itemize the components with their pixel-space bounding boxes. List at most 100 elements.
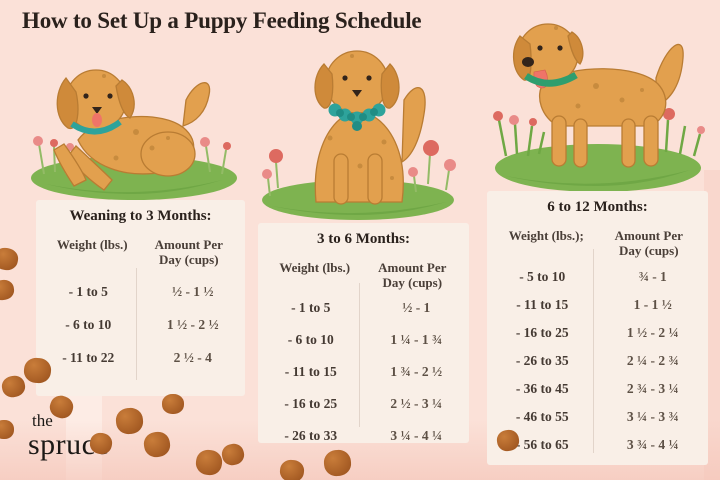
kibble-icon [114, 406, 145, 436]
amount-cell: 2 ¼ - 2 ¾ [626, 352, 679, 368]
amount-column-header: Amount Per Day (cups) [598, 228, 701, 259]
page-title: How to Set Up a Puppy Feeding Schedule [22, 8, 422, 33]
weight-cell: - 6 to 10 [287, 331, 334, 347]
amount-column-header: Amount Per Day (cups) [364, 260, 462, 291]
table-header: 6 to 12 Months: [547, 199, 648, 215]
weight-cell: - 1 to 5 [291, 299, 331, 315]
amount-header-line2: Day (cups) [618, 243, 679, 259]
weight-cell: - 11 to 22 [62, 349, 115, 365]
puppy-weaning-illustration [31, 69, 237, 200]
collar-icon [524, 71, 578, 87]
grass-icon [495, 144, 701, 192]
weight-cell: - 1 to 5 [68, 283, 108, 299]
column-headers: Weight (lbs.) Amount Per Day (cups) [258, 260, 469, 291]
table-row: - 26 to 33 3 ¼ - 4 ¼ [258, 426, 469, 446]
amount-cell: ¾ - 1 [638, 268, 667, 284]
puppy-face-icon [83, 93, 113, 127]
amount-cell: 1 ½ - 2 ½ [166, 316, 219, 332]
dog-standing-icon [513, 23, 684, 168]
kibble-icon [322, 448, 353, 478]
table-row: - 56 to 65 3 ¾ - 4 ¼ [487, 435, 708, 455]
column-headers: Weight (lbs.); Amount Per Day (cups) [487, 228, 708, 259]
feeding-table-3-to-6-months: 3 to 6 Months: Weight (lbs.) Amount Per … [258, 223, 469, 443]
amount-cell: 2 ½ - 3 ¼ [390, 395, 443, 411]
kibble-icon [0, 278, 16, 302]
puppy-3-6-months-illustration [262, 50, 456, 220]
weight-column-header: Weight (lbs.) [279, 260, 351, 275]
amount-cell: ½ - 1 [402, 299, 431, 315]
collar-icon [70, 119, 122, 135]
weight-cell: - 16 to 25 [284, 395, 338, 411]
weight-column-header: Weight (lbs.); [508, 228, 584, 243]
column-divider [359, 283, 361, 427]
amount-cell: 2 ½ - 4 [173, 349, 212, 365]
weight-cell: - 46 to 55 [515, 408, 569, 424]
feeding-table-6-to-12-months: 6 to 12 Months: Weight (lbs.); Amount Pe… [487, 191, 708, 465]
weight-cell: - 5 to 10 [519, 268, 566, 284]
fur-spots-icon [102, 74, 170, 161]
kibble-icon [162, 394, 184, 414]
weight-cell: - 26 to 35 [515, 352, 569, 368]
puppy-face-icon [342, 75, 372, 97]
table-row: - 11 to 22 2 ½ - 4 [36, 348, 245, 368]
bandana-icon [328, 103, 386, 131]
kibble-icon [194, 448, 224, 477]
flower-heads-icon [33, 136, 231, 151]
column-headers: Weight (lbs.) Amount Per Day (cups) [36, 237, 245, 268]
weight-column-header: Weight (lbs.) [56, 237, 128, 252]
table-row: - 1 to 5 ½ - 1 ½ [36, 282, 245, 302]
kibble-icon [0, 420, 14, 439]
adult-dog-6-12-months-illustration [493, 23, 705, 192]
flower-heads-icon [262, 140, 456, 179]
amount-header-line2: Day (cups) [382, 275, 443, 291]
weight-cell: - 11 to 15 [516, 296, 569, 312]
amount-cell: 3 ¼ - 4 ¼ [390, 427, 443, 443]
table-rows: - 1 to 5 ½ - 1 ½ - 6 to 10 1 ½ - 2 ½ - 1… [36, 282, 245, 368]
amount-cell: 1 ½ - 2 ¼ [626, 324, 679, 340]
fur-spots-icon [327, 54, 394, 180]
amount-cell: 1 ¼ - 1 ¾ [390, 331, 443, 347]
kibble-icon [0, 246, 20, 272]
feeding-table-weaning-to-3-months: Weaning to 3 Months: Weight (lbs.) Amoun… [36, 200, 245, 396]
fur-spots-icon [554, 26, 644, 109]
kibble-icon [278, 458, 306, 480]
table-rows: - 1 to 5 ½ - 1 - 6 to 10 1 ¼ - 1 ¾ - 11 … [258, 298, 469, 446]
table-header: 3 to 6 Months: [317, 231, 410, 247]
table-row: - 46 to 55 3 ¼ - 3 ¾ [487, 407, 708, 427]
table-row: - 16 to 25 2 ½ - 3 ¼ [258, 394, 469, 414]
table-row: - 16 to 25 1 ½ - 2 ¼ [487, 323, 708, 343]
weight-cell: - 6 to 10 [65, 316, 112, 332]
table-row: - 6 to 10 1 ½ - 2 ½ [36, 315, 245, 335]
table-row: - 36 to 45 2 ¾ - 3 ¼ [487, 379, 708, 399]
table-row: - 6 to 10 1 ¼ - 1 ¾ [258, 330, 469, 350]
amount-header-line1: Amount Per [154, 237, 223, 252]
table-rows: - 5 to 10 ¾ - 1 - 11 to 15 1 - 1 ½ - 16 … [487, 267, 708, 455]
amount-cell: 1 ¾ - 2 ½ [390, 363, 443, 379]
column-divider [593, 249, 595, 453]
amount-header-line1: Amount Per [378, 260, 447, 275]
amount-cell: 1 - 1 ½ [633, 296, 672, 312]
table-row: - 11 to 15 1 ¾ - 2 ½ [258, 362, 469, 382]
weight-cell: - 56 to 65 [515, 436, 569, 452]
kibble-icon [142, 429, 172, 460]
logo-word-the: the [32, 411, 53, 430]
table-header: Weaning to 3 Months: [69, 208, 212, 224]
kibble-icon [0, 373, 27, 400]
weight-cell: - 36 to 45 [515, 380, 569, 396]
puppy-play-bow-icon [53, 69, 211, 191]
amount-cell: 3 ¾ - 4 ¼ [626, 436, 679, 452]
column-divider [136, 268, 138, 380]
table-row: - 26 to 35 2 ¼ - 2 ¾ [487, 351, 708, 371]
puppy-sitting-icon [314, 50, 426, 205]
table-row: - 11 to 15 1 - 1 ½ [487, 295, 708, 315]
amount-header-line1: Amount Per [614, 228, 683, 243]
kibble-icon [219, 441, 247, 468]
amount-cell: 2 ¾ - 3 ¼ [626, 380, 679, 396]
amount-cell: ½ - 1 ½ [171, 283, 214, 299]
table-row: - 1 to 5 ½ - 1 [258, 298, 469, 318]
amount-cell: 3 ¼ - 3 ¾ [626, 408, 679, 424]
flowers-icon [267, 153, 450, 197]
amount-column-header: Amount Per Day (cups) [141, 237, 238, 268]
weight-cell: - 16 to 25 [515, 324, 569, 340]
